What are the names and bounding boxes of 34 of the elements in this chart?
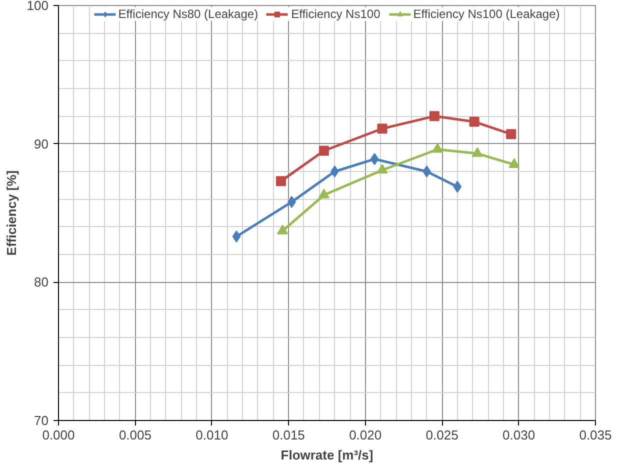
point (506, 129, 516, 140)
x-tick-label: 0.010 (196, 428, 228, 442)
point (232, 230, 241, 243)
legend-label: Efficiency Ns100 (Leakage) (413, 7, 560, 21)
x-tick-label: 0.025 (426, 428, 458, 442)
y-tick-label: 70 (34, 413, 49, 428)
x-tick-label: 0.020 (349, 428, 382, 442)
point (453, 180, 462, 193)
point (377, 124, 388, 134)
legend-label: Efficiency Ns80 (Leakage) (118, 7, 258, 21)
y-tick-label: 80 (34, 274, 49, 290)
y-tick-label: 90 (34, 136, 49, 152)
point (429, 111, 440, 122)
point (318, 188, 330, 198)
point (330, 166, 339, 178)
x-tick-label: 0.030 (502, 428, 536, 442)
point (277, 224, 288, 234)
point (432, 143, 443, 153)
x-tick-label: 0.035 (579, 428, 612, 442)
point (370, 153, 379, 166)
legend-label: Efficiency Ns100 (291, 7, 380, 21)
x-tick-label: 0.015 (272, 428, 305, 442)
x-tick-label: 0.005 (118, 428, 152, 442)
point (422, 166, 431, 178)
y-tick-label: 100 (26, 0, 49, 13)
point (318, 146, 329, 156)
point (472, 147, 483, 157)
point (469, 116, 480, 127)
point (508, 158, 520, 168)
y-axis-title: Efficiency [%] (4, 170, 19, 256)
point (376, 164, 388, 174)
x-tick-label: 0.000 (42, 428, 75, 442)
x-axis-title: Flowrate [m³/s] (280, 448, 374, 462)
point (276, 176, 286, 186)
